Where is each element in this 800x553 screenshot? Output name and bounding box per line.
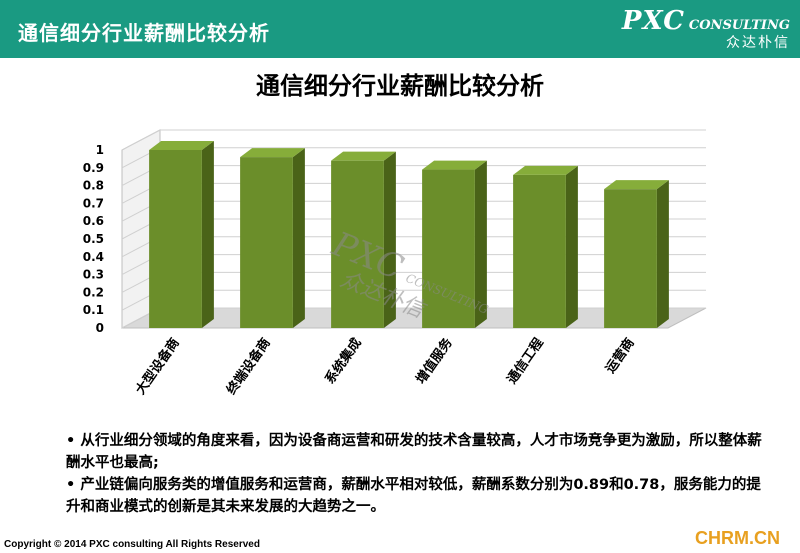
bar-front [422,169,475,328]
y-tick-label: 0.6 [83,214,104,228]
brand-logo: PXC CONSULTING 众达朴信 [622,6,790,52]
brand-main: PXC [621,6,685,36]
y-tick-label: 0.5 [83,232,104,246]
bar [422,160,487,328]
bar-front [331,160,384,328]
header-bar: 通信细分行业薪酬比较分析 PXC CONSULTING 众达朴信 [0,0,800,58]
bar-front [604,189,657,328]
category-label: 通信工程 [504,335,547,387]
gridline-side [121,129,161,151]
brand-sub: CONSULTING [688,18,790,33]
bar [149,141,214,328]
y-axis-ticks: 0 0.1 0.2 0.3 0.4 0.5 0.6 0.7 0.8 0.9 1 [83,143,104,335]
y-tick-label: 0.4 [83,250,104,264]
bar [331,151,396,328]
bar [240,148,305,328]
category-label: 终端设备商 [223,335,273,397]
header-title: 通信细分行业薪酬比较分析 [18,21,270,45]
category-label: 增值服务 [413,334,457,387]
bar-side [565,165,578,328]
bar-top [422,160,487,170]
y-tick-label: 0 [96,321,104,335]
category-labels: 大型设备商 终端设备商 系统集成 增值服务 通信工程 运营商 [132,334,637,397]
category-label: 大型设备商 [132,335,182,397]
bullet-1: • 从行业细分领域的角度来看，因为设备商运营和研发的技术含量较高，人才市场竞争更… [66,433,762,471]
chart-title: 通信细分行业薪酬比较分析 [256,72,544,100]
site-mark: CHRM.CN [695,528,780,548]
bar-front [149,150,202,328]
y-tick-label: 0.9 [83,161,104,175]
bar-side [201,141,214,328]
bar-front [240,157,293,328]
y-tick-label: 0.8 [83,179,104,193]
bar-top [513,165,578,175]
category-label: 系统集成 [322,335,365,387]
y-tick-label: 0.7 [83,196,104,210]
bar-top [240,148,305,158]
bar-side [383,151,396,328]
bullet-2: • 产业链偏向服务类的增值服务和运营商，薪酬水平相对较低，薪酬系数分别为0.89… [66,477,761,515]
salary-bar-chart: 通信细分行业薪酬比较分析 0 0.1 0.2 0.3 0.4 0.5 0.6 0.7 0.8 0.… [83,72,707,398]
y-tick-label: 0.2 [83,285,104,299]
bar [604,180,669,328]
y-tick-label: 1 [96,143,104,157]
y-tick-label: 0.1 [83,303,104,317]
bar-top [604,180,669,190]
bar-front [513,174,566,328]
bullet-list: • 从行业细分领域的角度来看，因为设备商运营和研发的技术含量较高，人才市场竞争更… [66,430,766,518]
bar-top [331,151,396,161]
y-tick-label: 0.3 [83,268,104,282]
bar-side [656,180,669,328]
bar [513,165,578,328]
brand-cn: 众达朴信 [726,35,790,51]
bar-top [149,141,214,150]
bar-side [474,160,487,328]
bar-side [292,148,305,328]
category-label: 运营商 [602,335,637,376]
bars [149,141,669,328]
copyright-text: Copyright © 2014 PXC consulting All Righ… [4,539,260,550]
